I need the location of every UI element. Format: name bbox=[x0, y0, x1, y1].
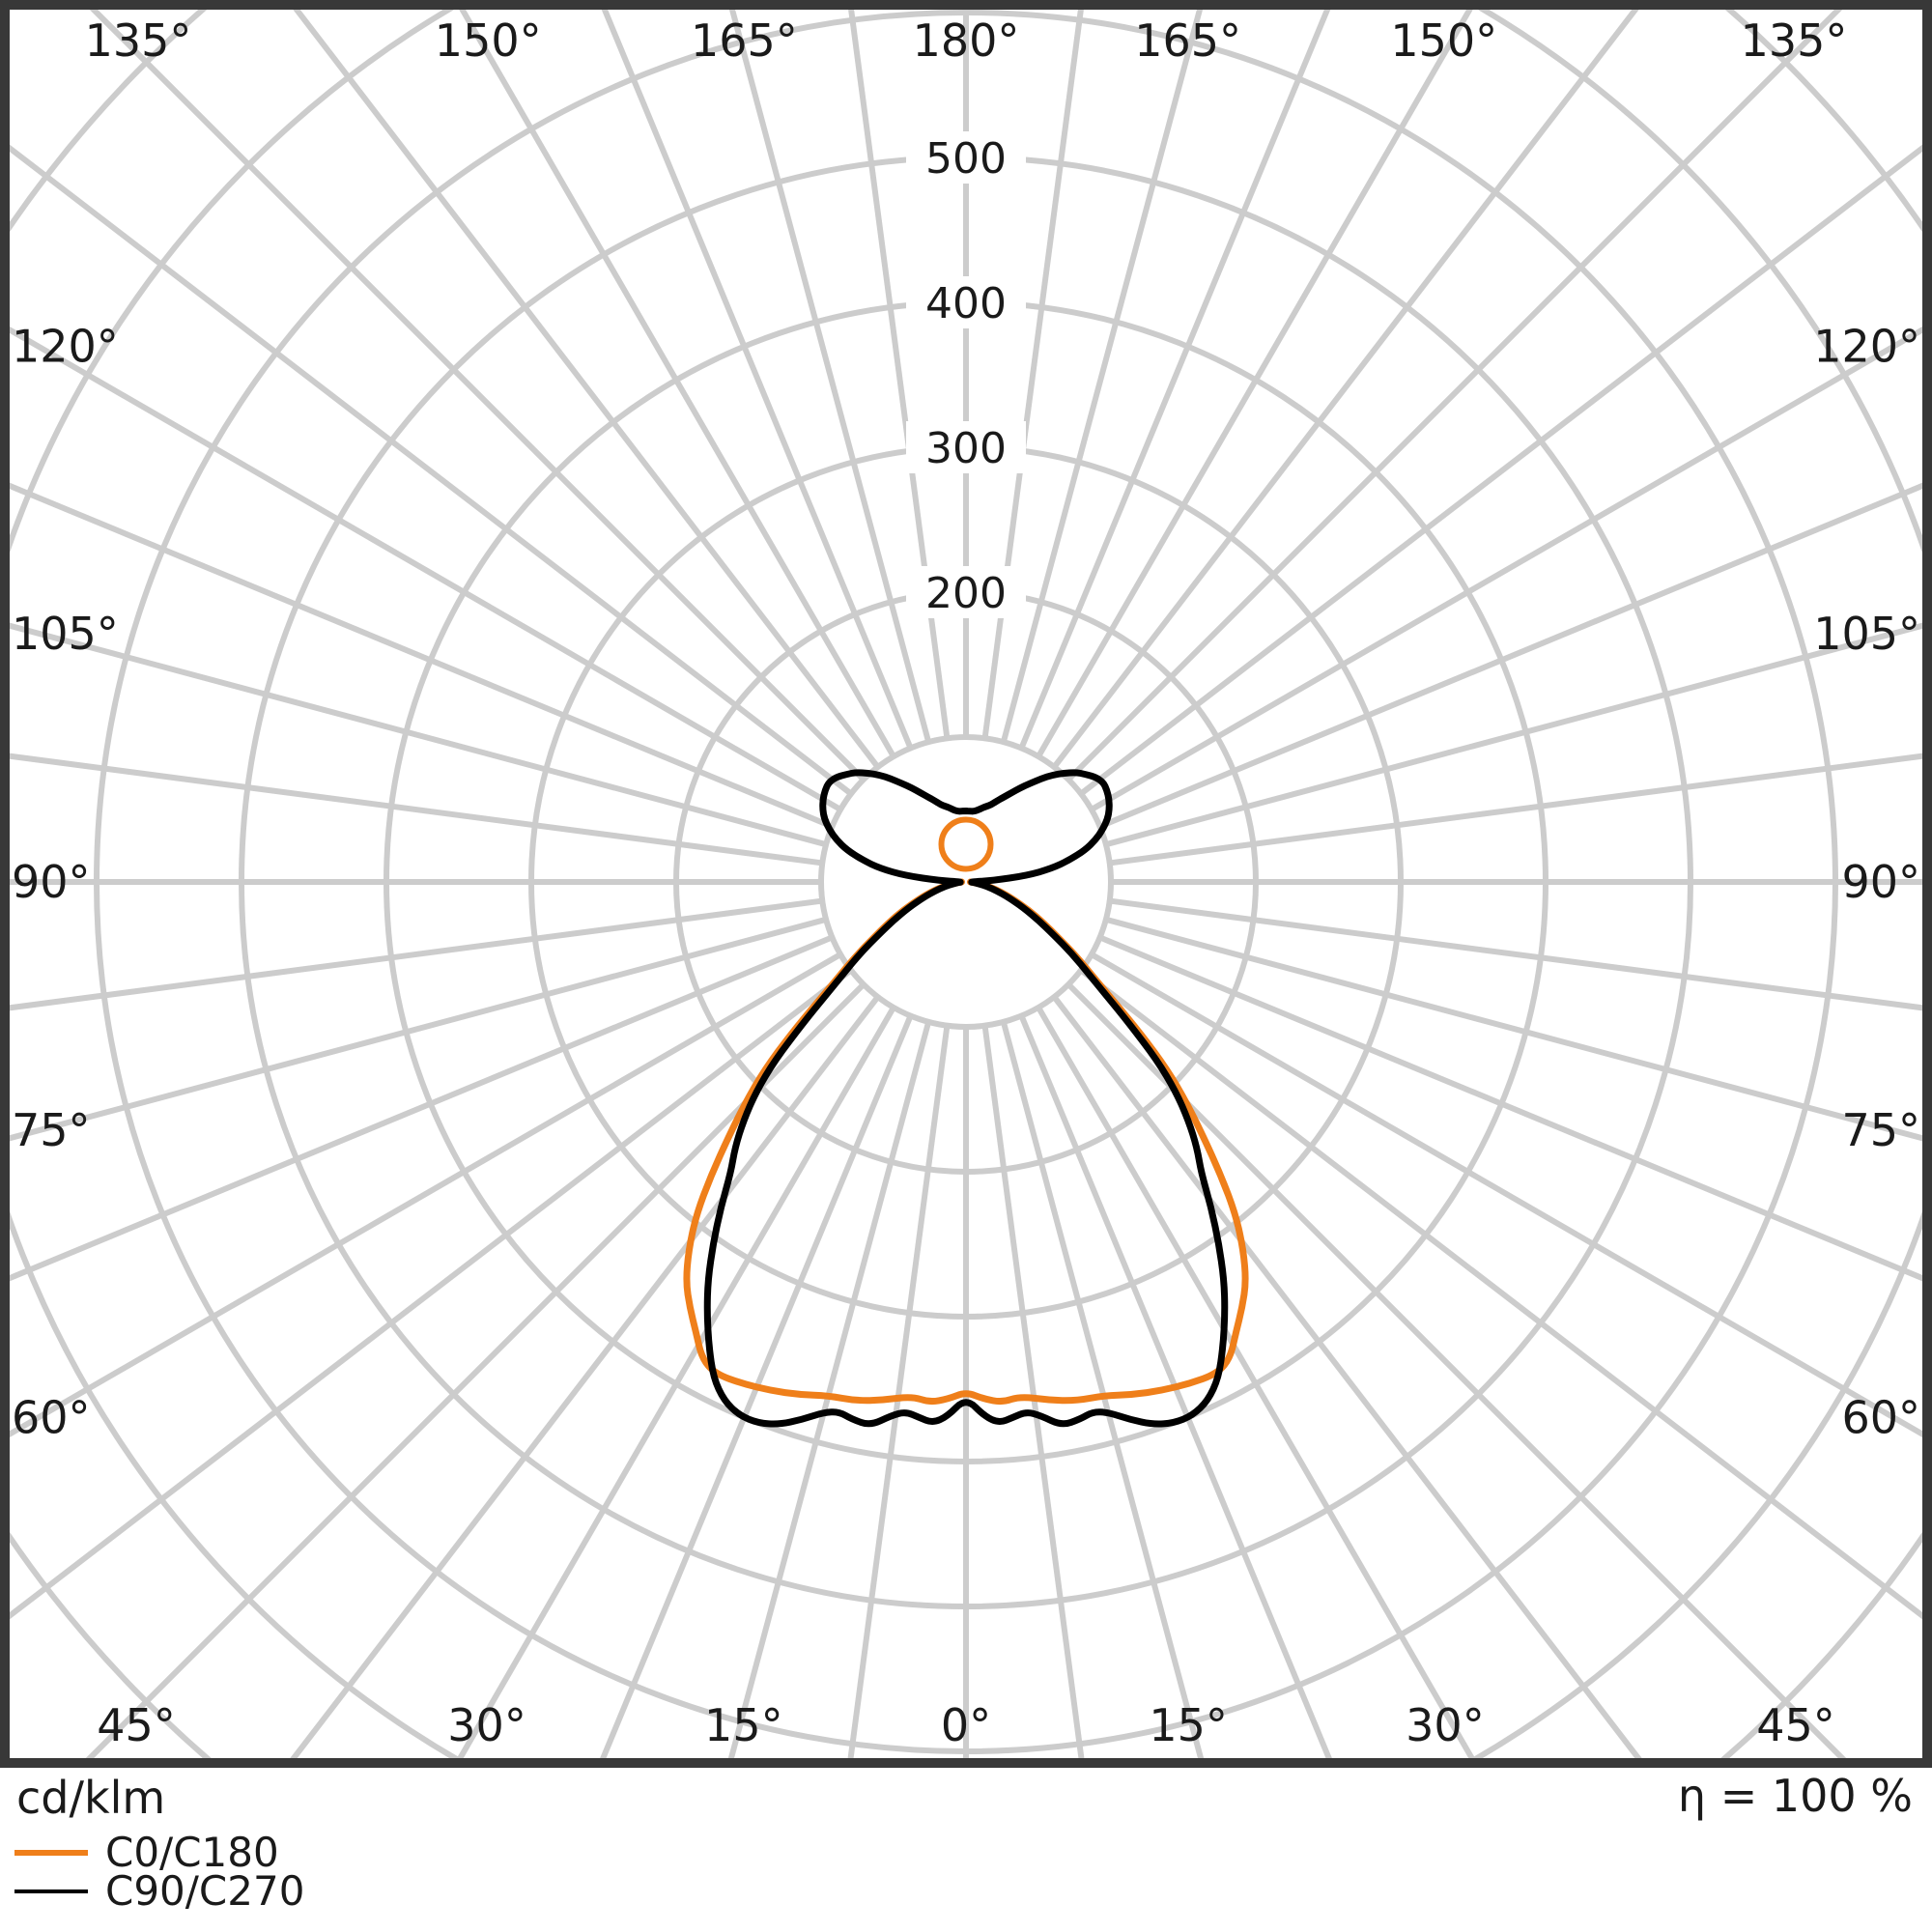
radial-label-bg bbox=[906, 566, 1026, 618]
legend: C0/C180 C90/C270 bbox=[14, 1829, 305, 1915]
angle-gridline bbox=[1000, 10, 1204, 743]
angle-gridline bbox=[1051, 995, 1642, 1758]
angle-tick-label: 135° bbox=[1741, 14, 1848, 67]
angle-gridline bbox=[1090, 952, 1922, 1438]
angle-gridline bbox=[601, 10, 914, 750]
angle-tick-label: 165° bbox=[691, 14, 798, 67]
angle-tick-label: 150° bbox=[435, 14, 542, 67]
angle-gridline bbox=[10, 897, 823, 1011]
radial-tick-label: 200 bbox=[925, 569, 1007, 618]
angle-tick-label: 15° bbox=[1149, 1699, 1228, 1751]
angle-gridline bbox=[1098, 482, 1922, 830]
angle-tick-label: 0° bbox=[941, 1699, 991, 1751]
angle-gridline bbox=[1018, 1014, 1332, 1758]
legend-swatch-c0-c180 bbox=[14, 1850, 88, 1856]
angle-tick-label: 165° bbox=[1134, 14, 1241, 67]
angle-gridline bbox=[1000, 1021, 1205, 1758]
angle-gridline bbox=[10, 916, 827, 1142]
angle-gridline bbox=[1079, 967, 1922, 1620]
angle-tick-label: 45° bbox=[1756, 1699, 1835, 1751]
angle-tick-label: 15° bbox=[704, 1699, 783, 1751]
angle-gridline bbox=[1109, 753, 1922, 867]
legend-swatch-c90-c270 bbox=[14, 1889, 88, 1893]
angle-tick-label: 135° bbox=[85, 14, 192, 67]
angle-tick-label: 105° bbox=[1813, 608, 1920, 660]
angle-gridline bbox=[847, 1025, 951, 1758]
angle-tick-label: 60° bbox=[1841, 1391, 1920, 1443]
angle-gridline bbox=[456, 1006, 896, 1758]
radial-tick-label: 500 bbox=[925, 134, 1007, 184]
angle-tick-label: 120° bbox=[1813, 321, 1920, 373]
angle-tick-label: 30° bbox=[447, 1699, 526, 1751]
curve-c90-c270 bbox=[703, 769, 1229, 1428]
efficiency-label: η = 100 % bbox=[1677, 1770, 1913, 1822]
angle-tick-label: 30° bbox=[1406, 1699, 1485, 1751]
radial-tick-label: 300 bbox=[925, 424, 1007, 473]
angle-tick-label: 90° bbox=[1841, 856, 1920, 908]
angle-gridline bbox=[1065, 10, 1843, 782]
angle-gridline bbox=[1105, 916, 1922, 1142]
angle-gridline bbox=[981, 10, 1084, 739]
backlobe-c0-c180 bbox=[938, 816, 994, 872]
radial-gridline bbox=[818, 734, 1114, 1030]
angle-gridline bbox=[459, 10, 896, 758]
angle-gridline bbox=[10, 753, 823, 867]
legend-item-c0-c180: C0/C180 bbox=[14, 1829, 304, 1876]
angle-gridline bbox=[10, 952, 842, 1438]
legend-label-c90-c270: C90/C270 bbox=[105, 1867, 305, 1915]
angle-gridline bbox=[10, 967, 853, 1620]
angle-tick-label: 150° bbox=[1390, 14, 1497, 67]
radial-label-bg bbox=[906, 276, 1026, 328]
angle-gridline bbox=[727, 1021, 932, 1758]
angle-tick-label: 75° bbox=[12, 1104, 91, 1156]
angle-tick-label: 60° bbox=[12, 1391, 91, 1443]
angle-tick-label: 180° bbox=[913, 14, 1020, 67]
angle-gridline bbox=[10, 482, 834, 830]
angle-gridline bbox=[1065, 981, 1847, 1758]
legend-item-c90-c270: C90/C270 bbox=[14, 1867, 305, 1915]
legend-label-c0-c180: C0/C180 bbox=[105, 1829, 279, 1876]
angle-gridline bbox=[1079, 144, 1922, 797]
angle-gridline bbox=[1090, 326, 1922, 812]
angle-gridline bbox=[1036, 10, 1473, 758]
angle-gridline bbox=[1051, 10, 1639, 769]
radial-gridline bbox=[94, 10, 1838, 1754]
angle-gridline bbox=[10, 144, 853, 797]
curves bbox=[683, 769, 1249, 1428]
angle-gridline bbox=[848, 10, 951, 739]
angle-gridline bbox=[1109, 897, 1922, 1011]
angle-gridline bbox=[10, 326, 842, 812]
angle-gridline bbox=[293, 10, 881, 769]
angle-gridline bbox=[10, 934, 834, 1282]
angle-gridline bbox=[1018, 10, 1331, 750]
angle-gridline bbox=[10, 622, 827, 848]
angle-tick-label: 90° bbox=[12, 856, 91, 908]
angle-tick-label: 75° bbox=[1841, 1104, 1920, 1156]
angle-tick-label: 120° bbox=[12, 321, 119, 373]
radial-label-bg bbox=[906, 131, 1026, 184]
radial-tick-label: 400 bbox=[925, 279, 1007, 328]
angle-gridline bbox=[728, 10, 932, 743]
radial-tick-labels: 200 300 400 500 bbox=[906, 131, 1026, 618]
chart-frame bbox=[0, 0, 1932, 1768]
angle-gridline bbox=[85, 981, 867, 1758]
angle-tick-labels: 0° 15° 15° 30° 30° 45° 45° 135° 135° 150° 150° 165°… bbox=[12, 14, 1920, 1751]
angle-tick-label: 45° bbox=[97, 1699, 176, 1751]
units-label: cd/klm bbox=[16, 1772, 166, 1824]
angle-tick-label: 105° bbox=[12, 608, 119, 660]
angle-gridline bbox=[1036, 1006, 1476, 1758]
angle-gridline bbox=[1105, 622, 1922, 848]
angle-gridline bbox=[981, 1025, 1085, 1758]
angle-gridline bbox=[600, 1014, 914, 1758]
angle-gridline bbox=[1098, 934, 1922, 1282]
angle-gridline bbox=[89, 10, 867, 782]
radial-label-bg bbox=[906, 421, 1026, 473]
angle-gridline bbox=[290, 995, 881, 1758]
